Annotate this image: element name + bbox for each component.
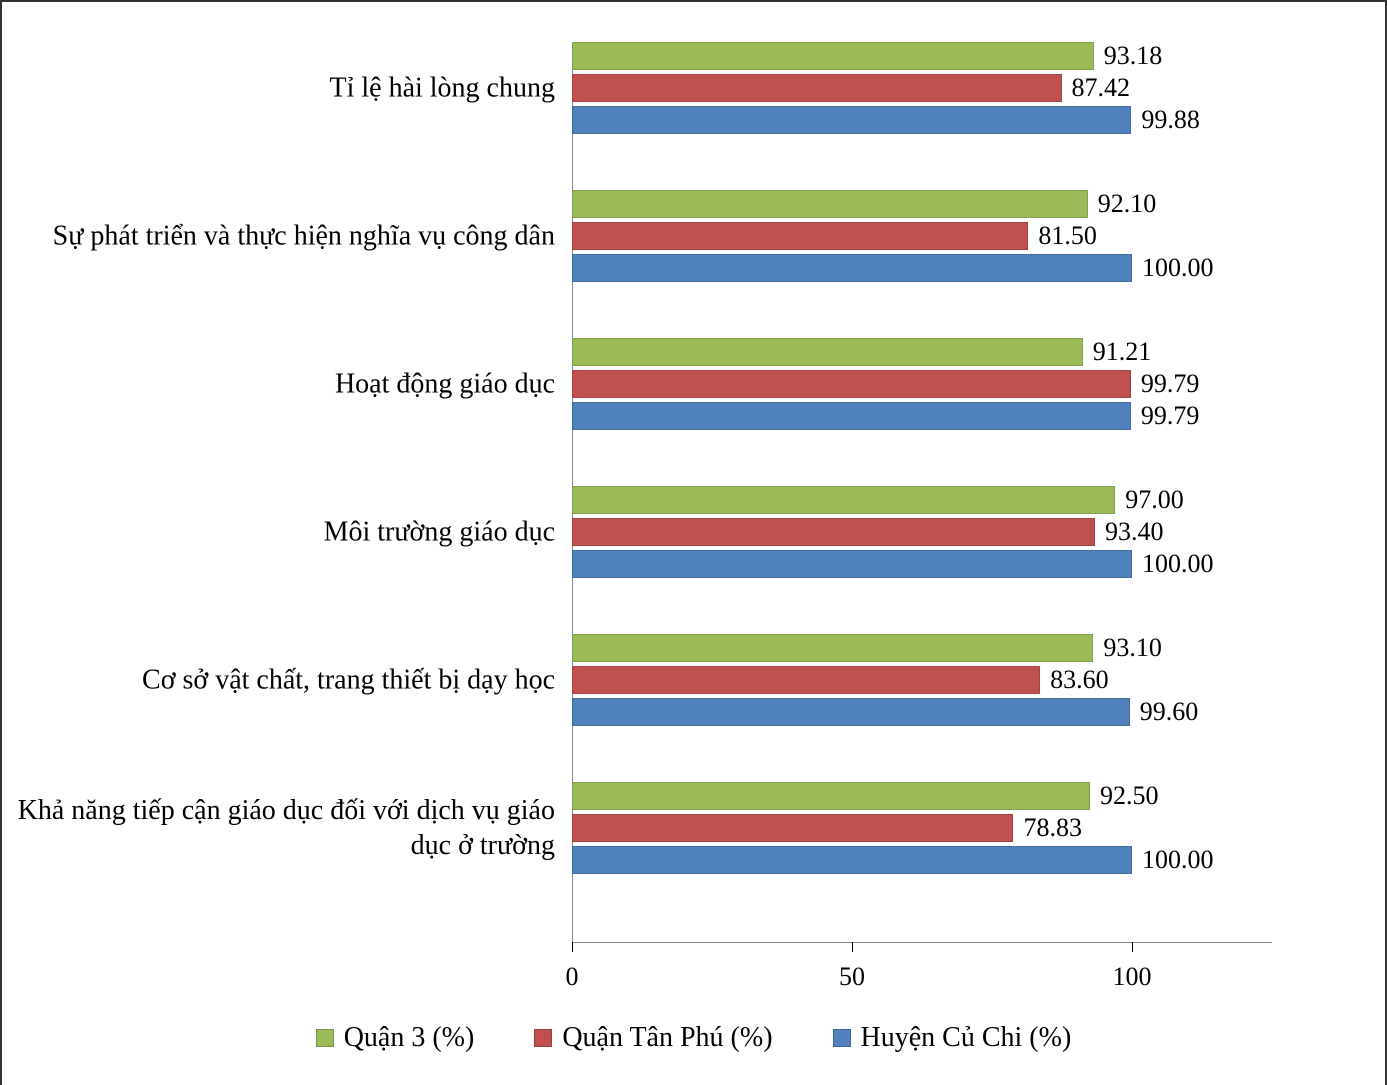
bar-value-label: 91.21 <box>1093 337 1152 367</box>
bar-value-label: 93.18 <box>1104 41 1163 71</box>
chart-frame: 93.1887.4299.8892.1081.50100.0091.2199.7… <box>0 0 1387 1085</box>
legend-swatch <box>316 1029 334 1047</box>
bar-value-label: 92.10 <box>1098 189 1157 219</box>
plot-area: 93.1887.4299.8892.1081.50100.0091.2199.7… <box>572 42 1132 942</box>
bar-hcc <box>572 550 1132 578</box>
bar-value-label: 83.60 <box>1050 665 1109 695</box>
category-label: Môi trường giáo dục <box>15 515 555 550</box>
bar-q3 <box>572 338 1083 366</box>
legend-label: Quận Tân Phú (%) <box>562 1022 772 1054</box>
legend-item-hcc: Huyện Củ Chi (%) <box>833 1022 1072 1054</box>
bar-qtp <box>572 74 1062 102</box>
bar-value-label: 100.00 <box>1142 253 1214 283</box>
category-label: Sự phát triển và thực hiện nghĩa vụ công… <box>15 219 555 254</box>
legend-swatch <box>534 1029 552 1047</box>
x-tick <box>852 942 853 952</box>
bar-qtp <box>572 370 1131 398</box>
bar-value-label: 93.10 <box>1103 633 1162 663</box>
bar-value-label: 87.42 <box>1072 73 1131 103</box>
bar-qtp <box>572 814 1013 842</box>
bar-q3 <box>572 782 1090 810</box>
x-tick-label: 50 <box>839 962 865 992</box>
bar-q3 <box>572 486 1115 514</box>
bar-hcc <box>572 698 1130 726</box>
x-tick <box>572 942 573 952</box>
bar-q3 <box>572 42 1094 70</box>
legend: Quận 3 (%) Quận Tân Phú (%) Huyện Củ Chi (… <box>2 1022 1385 1054</box>
bar-value-label: 99.60 <box>1140 697 1199 727</box>
legend-label: Quận 3 (%) <box>344 1022 475 1054</box>
bar-value-label: 100.00 <box>1142 549 1214 579</box>
bar-value-label: 99.79 <box>1141 401 1200 431</box>
bar-hcc <box>572 402 1131 430</box>
bar-value-label: 93.40 <box>1105 517 1164 547</box>
category-label: Cơ sở vật chất, trang thiết bị dạy học <box>15 663 555 698</box>
bar-value-label: 78.83 <box>1023 813 1082 843</box>
x-tick-label: 100 <box>1113 962 1152 992</box>
bar-q3 <box>572 634 1093 662</box>
bar-value-label: 100.00 <box>1142 845 1214 875</box>
legend-label: Huyện Củ Chi (%) <box>861 1022 1072 1054</box>
legend-swatch <box>833 1029 851 1047</box>
bar-value-label: 99.88 <box>1141 105 1200 135</box>
bar-value-label: 92.50 <box>1100 781 1159 811</box>
bar-qtp <box>572 518 1095 546</box>
category-label: Hoạt động giáo dục <box>15 367 555 402</box>
bar-value-label: 81.50 <box>1038 221 1097 251</box>
x-tick-label: 0 <box>566 962 579 992</box>
legend-item-qtp: Quận Tân Phú (%) <box>534 1022 772 1054</box>
legend-item-q3: Quận 3 (%) <box>316 1022 475 1054</box>
bar-hcc <box>572 846 1132 874</box>
category-label: Khả năng tiếp cận giáo dục đối với dịch … <box>15 793 555 863</box>
bar-qtp <box>572 222 1028 250</box>
bar-qtp <box>572 666 1040 694</box>
bar-hcc <box>572 254 1132 282</box>
x-tick <box>1132 942 1133 952</box>
bar-q3 <box>572 190 1088 218</box>
bar-value-label: 99.79 <box>1141 369 1200 399</box>
x-axis-line <box>572 942 1272 943</box>
bar-value-label: 97.00 <box>1125 485 1184 515</box>
bar-hcc <box>572 106 1131 134</box>
category-label: Tỉ lệ hài lòng chung <box>15 71 555 106</box>
